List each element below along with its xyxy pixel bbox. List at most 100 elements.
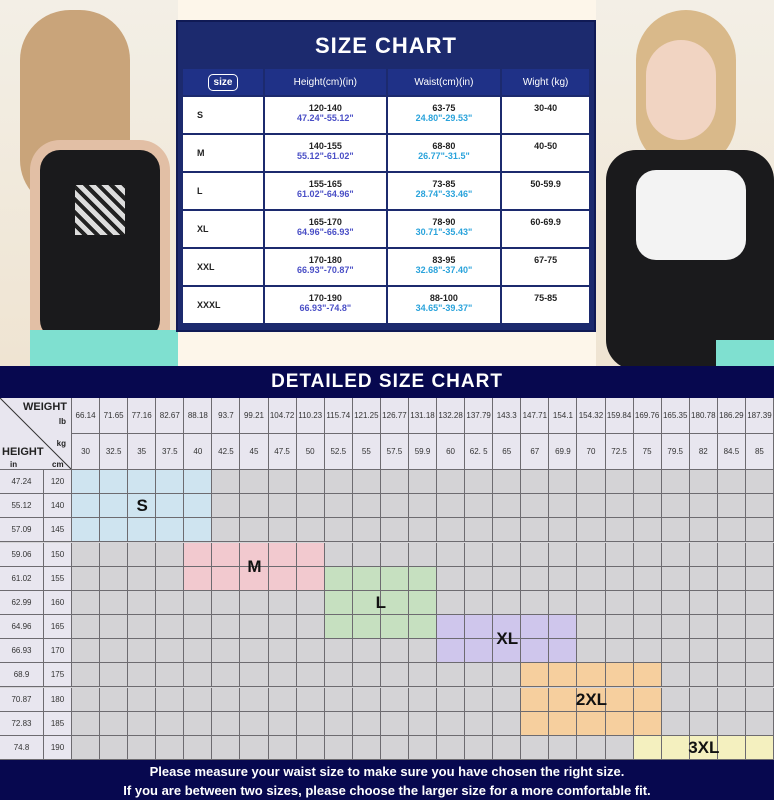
waist-cell: 88-100 34.65"-39.37" [387, 287, 501, 323]
grid-cell [352, 494, 381, 519]
grid-cell [605, 494, 634, 519]
grid-cell [745, 590, 774, 615]
grid-cell [717, 615, 746, 640]
size-zone-label: L [375, 592, 387, 612]
grid-cell [212, 735, 241, 760]
weight-kg-header: 59.9 [408, 434, 438, 470]
grid-cell [605, 590, 634, 615]
grid-cell [661, 711, 690, 736]
grid-cell [72, 663, 101, 688]
grid-cell [240, 711, 269, 736]
footer-line-1: Please measure your waist size to make s… [149, 764, 625, 779]
waist-cell: 73-85 28.74"-33.46" [387, 173, 501, 209]
grid-cell [380, 566, 409, 591]
weight-kg-header: 60 [437, 434, 466, 470]
weight-lb-header: 131.18 [408, 398, 438, 434]
grid-cell [521, 542, 550, 567]
grid-cell [689, 494, 718, 519]
header-weight: Wight (kg) [502, 69, 589, 95]
grid-cell [100, 663, 129, 688]
corner-kg-label: kg [56, 439, 66, 448]
grid-cell [184, 615, 213, 640]
grid-cell [212, 615, 241, 640]
size-zone-label: 2XL [575, 689, 608, 709]
grid-cell [577, 470, 606, 495]
corner-cm-label: cm [52, 460, 64, 469]
grid-cell [380, 663, 409, 688]
grid-cell [380, 494, 409, 519]
grid-cell [72, 711, 101, 736]
grid-cell [100, 735, 129, 760]
grid-cell [465, 518, 494, 543]
grid-cell [296, 735, 325, 760]
grid-cell [296, 687, 325, 712]
grid-cell [577, 566, 606, 591]
grid-cell [100, 590, 129, 615]
grid-cell [380, 590, 409, 615]
grid-cell [72, 566, 101, 591]
grid-cell [212, 663, 241, 688]
grid-cell [408, 663, 438, 688]
grid-cell [296, 494, 325, 519]
grid-cell [493, 711, 522, 736]
weight-kg-header: 79.5 [661, 434, 690, 470]
size-cell: XXL [183, 249, 263, 285]
grid-cell [352, 687, 381, 712]
grid-cell [184, 590, 213, 615]
grid-cell [212, 566, 241, 591]
grid-cell [296, 566, 325, 591]
grid-cell [380, 470, 409, 495]
grid-cell [72, 615, 101, 640]
footer-line-2: If you are between two sizes, please cho… [123, 783, 651, 798]
grid-cell [745, 711, 774, 736]
grid-cell [156, 518, 185, 543]
grid-cell [156, 542, 185, 567]
grid-cell [72, 518, 101, 543]
grid-cell [184, 494, 213, 519]
grid-cell [156, 687, 185, 712]
grid-cell [577, 590, 606, 615]
grid-cell [296, 615, 325, 640]
grid-cell [689, 663, 718, 688]
height-cm-header: 165 [44, 615, 72, 640]
grid-cell [156, 590, 185, 615]
weight-cell: 60-69.9 [502, 211, 589, 247]
grid-cell [689, 566, 718, 591]
grid-cell [577, 494, 606, 519]
grid-cell [184, 518, 213, 543]
grid-cell [352, 735, 381, 760]
height-cm-header: 185 [44, 711, 72, 736]
height-in-header: 59.06 [0, 542, 44, 567]
grid-cell [268, 687, 297, 712]
grid-cell [212, 518, 241, 543]
grid-cell [100, 615, 129, 640]
grid-cell [465, 542, 494, 567]
grid-cell [352, 590, 381, 615]
weight-kg-header: 69.9 [549, 434, 578, 470]
grid-cell [240, 639, 269, 664]
grid-cell [212, 494, 241, 519]
grid-cell [437, 663, 466, 688]
weight-lb-header: 88.18 [184, 398, 213, 434]
grid-cell [268, 639, 297, 664]
size-row: S 120-140 47.24"-55.12" 63-75 24.80"-29.53… [183, 97, 589, 133]
grid-cell [577, 687, 606, 712]
grid-cell [352, 663, 381, 688]
grid-cell [661, 566, 690, 591]
grid-cell [408, 639, 438, 664]
grid-cell [549, 663, 578, 688]
grid-cell [408, 615, 438, 640]
grid-cell [437, 687, 466, 712]
header-height: Height(cm)(in) [265, 69, 386, 95]
grid-cell [549, 687, 578, 712]
grid-cell [717, 687, 746, 712]
grid-cell [184, 639, 213, 664]
height-cm-header: 190 [44, 735, 72, 760]
grid-cell [296, 590, 325, 615]
grid-cell [324, 590, 353, 615]
grid-cell [380, 615, 409, 640]
grid-cell [72, 735, 101, 760]
grid-cell [745, 518, 774, 543]
header-size: size [183, 69, 263, 95]
grid-cell [577, 663, 606, 688]
